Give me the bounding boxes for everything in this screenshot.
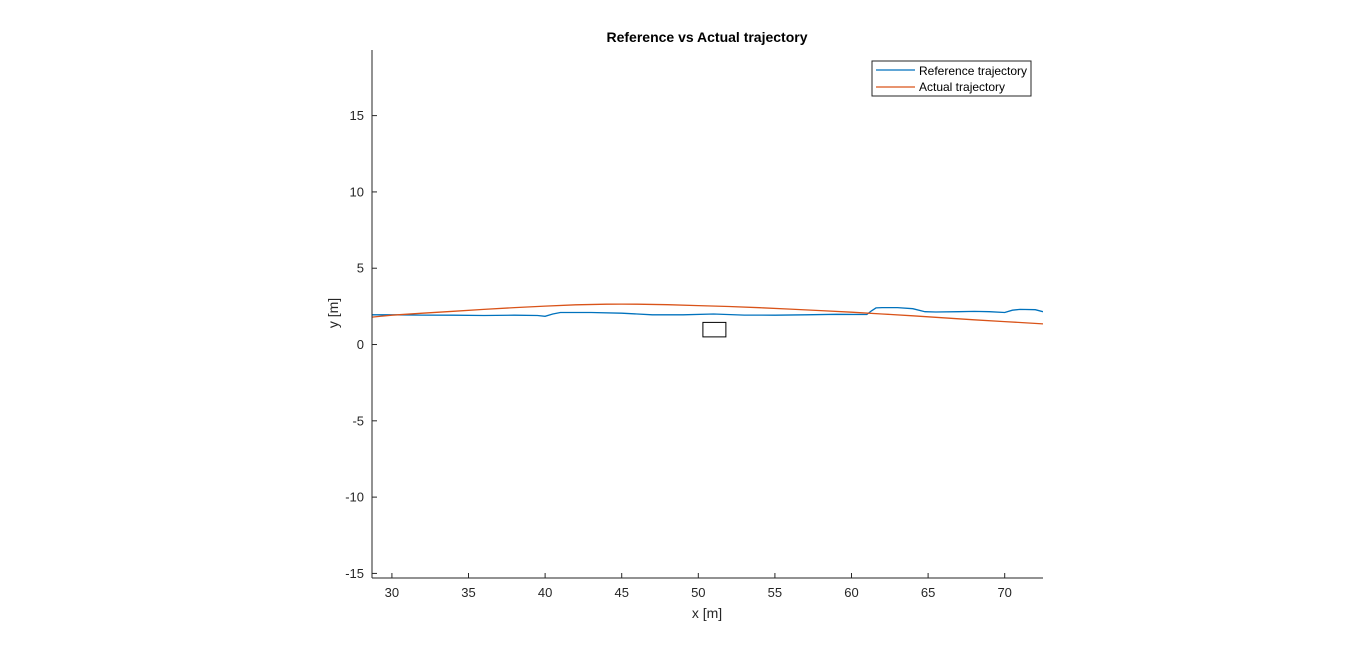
reference-trajectory-line <box>372 306 1043 317</box>
x-tick-label: 65 <box>921 585 935 600</box>
y-tick-label: -10 <box>345 490 364 505</box>
y-axis-ticks: -15 -10 -5 0 5 10 15 <box>345 108 377 581</box>
legend-entry-actual: Actual trajectory <box>919 80 1005 94</box>
legend-entry-reference: Reference trajectory <box>919 64 1027 78</box>
y-tick-label: 15 <box>350 108 364 123</box>
legend[interactable]: Reference trajectory Actual trajectory <box>871 60 1032 97</box>
y-tick-label: 0 <box>357 337 364 352</box>
y-tick-label: -5 <box>352 413 364 428</box>
y-tick-label: 5 <box>357 261 364 276</box>
x-tick-label: 40 <box>538 585 552 600</box>
x-tick-label: 70 <box>997 585 1011 600</box>
x-tick-label: 50 <box>691 585 705 600</box>
actual-trajectory-line <box>372 303 1043 325</box>
x-axis-ticks: 30 35 40 45 50 55 60 65 70 <box>385 573 1012 600</box>
legend-box <box>871 60 1032 97</box>
plot-area <box>371 50 1043 579</box>
x-tick-label: 35 <box>461 585 475 600</box>
y-tick-label: -15 <box>345 566 364 581</box>
x-tick-label: 60 <box>844 585 858 600</box>
y-tick-label: 10 <box>350 184 364 199</box>
x-axis-label: x [m] <box>692 605 722 621</box>
chart-title: Reference vs Actual trajectory <box>606 29 807 45</box>
x-tick-label: 55 <box>768 585 782 600</box>
x-tick-label: 45 <box>614 585 628 600</box>
y-axis-label: y [m] <box>325 298 341 328</box>
x-tick-label: 30 <box>385 585 399 600</box>
obstacle-rectangle <box>702 321 727 338</box>
